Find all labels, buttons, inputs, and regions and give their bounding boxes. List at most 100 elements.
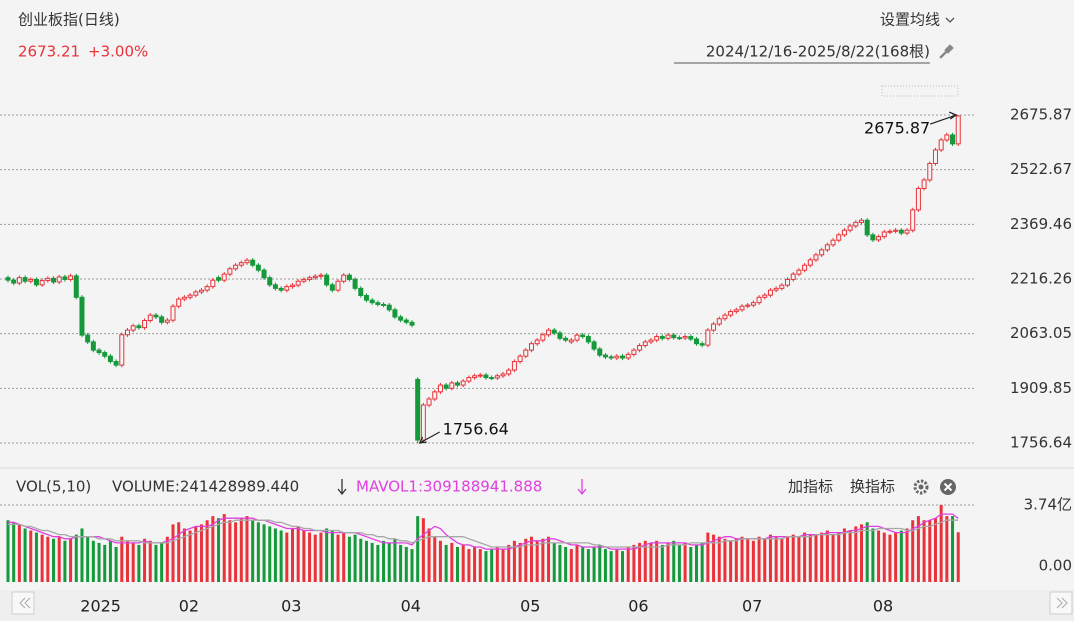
volume-bar (911, 520, 915, 582)
volume-bar (279, 530, 283, 582)
settings-button[interactable]: 设置均线 (880, 11, 940, 29)
x-axis-strip (0, 590, 1074, 621)
volume-bar (956, 532, 960, 582)
candle-body (637, 344, 643, 351)
volume-bar (6, 520, 10, 582)
candle-body (574, 334, 580, 341)
candle-body (483, 374, 489, 379)
candle-body (648, 339, 654, 343)
volume-bar (421, 518, 425, 582)
volume-bar (814, 534, 818, 582)
volume-bar (882, 532, 886, 582)
gear-icon[interactable] (918, 484, 924, 490)
volume-bar (376, 544, 380, 582)
volume-bar (740, 536, 744, 582)
candle-body (568, 339, 574, 343)
scroll-right[interactable] (1049, 591, 1073, 615)
volume-bar (461, 544, 465, 582)
indicator-button[interactable]: 换指标 (850, 478, 895, 496)
candle-body (210, 279, 216, 288)
volume-bar (683, 542, 687, 582)
volume-bar (296, 526, 300, 582)
volume-bar (177, 522, 181, 582)
volume-bar (444, 544, 448, 582)
candle-body (403, 319, 409, 323)
y-tick-label: 1909.85 (1010, 379, 1072, 397)
candle-body (369, 299, 375, 304)
volume-bar (706, 532, 710, 582)
x-tick-label: 02 (179, 597, 199, 616)
candle-body (819, 249, 825, 256)
volume-bar (125, 540, 129, 582)
volume-bar (803, 532, 807, 582)
candle-body (494, 375, 500, 379)
volume-bar (86, 536, 90, 582)
scroll-left[interactable] (19, 597, 31, 609)
candle-body (284, 286, 290, 291)
scroll-left[interactable] (11, 591, 35, 615)
candle-body (124, 329, 130, 336)
candle-body (432, 391, 438, 400)
range-label[interactable]: 2024/12/16-2025/8/22(168根) (706, 43, 930, 61)
candle-body (802, 264, 808, 271)
candle-body (426, 398, 432, 406)
volume-bar (928, 520, 932, 582)
candle-body (511, 361, 517, 371)
candle-body (893, 229, 899, 232)
volume-bar (916, 516, 920, 582)
volume-bar (342, 532, 346, 582)
candle-body (130, 325, 136, 331)
volume-bar (837, 532, 841, 582)
candle-body (813, 254, 819, 261)
volume-bar (427, 528, 431, 582)
volume-bar (791, 534, 795, 582)
candle-body (728, 311, 734, 316)
candle-body (45, 277, 51, 282)
candle-body (90, 341, 96, 351)
volume-bar (717, 536, 721, 582)
candle-body (341, 274, 347, 282)
zoom-scroller[interactable] (881, 85, 959, 97)
candle-body (142, 319, 148, 329)
volume-bar (922, 520, 926, 582)
gear-icon[interactable] (913, 479, 929, 495)
volume-bar (569, 549, 573, 582)
candle-body (756, 296, 762, 304)
candle-body (711, 323, 717, 331)
candle-body (147, 314, 153, 321)
candle-body (28, 278, 34, 282)
volume-bar (746, 538, 750, 582)
scroll-right[interactable] (1056, 597, 1068, 609)
candle-body (665, 334, 671, 339)
volume-bar (666, 542, 670, 582)
candle-body (216, 277, 222, 281)
candle-body (79, 296, 85, 336)
candle-body (836, 234, 842, 241)
volume-bar (689, 547, 693, 582)
volume-bar (660, 544, 664, 582)
candle-body (244, 259, 250, 264)
candle-body (528, 343, 534, 351)
indicator-button[interactable]: 加指标 (788, 478, 833, 496)
volume-bar (700, 542, 704, 582)
volume-bar (273, 528, 277, 582)
volume-bar (507, 544, 511, 582)
y-tick-label: 0.00 (1039, 557, 1072, 575)
candle-body (5, 277, 11, 281)
volume-bar (308, 532, 312, 582)
pin-icon[interactable] (939, 44, 954, 59)
y-tick-label: 3.74亿 (1024, 496, 1072, 514)
price-change: +3.00% (88, 43, 148, 61)
candle-body (346, 274, 352, 280)
candle-body (466, 377, 472, 382)
candle-body (591, 341, 597, 350)
volume-bar (603, 549, 607, 582)
candle-body (386, 304, 392, 311)
dropdown-icon[interactable] (945, 17, 955, 23)
close-icon[interactable] (943, 482, 953, 492)
candle-body (56, 276, 62, 283)
y-tick-label: 2675.87 (1010, 106, 1072, 124)
volume-bar (268, 526, 272, 582)
candle-body (824, 244, 830, 251)
volume-bar (336, 534, 340, 582)
